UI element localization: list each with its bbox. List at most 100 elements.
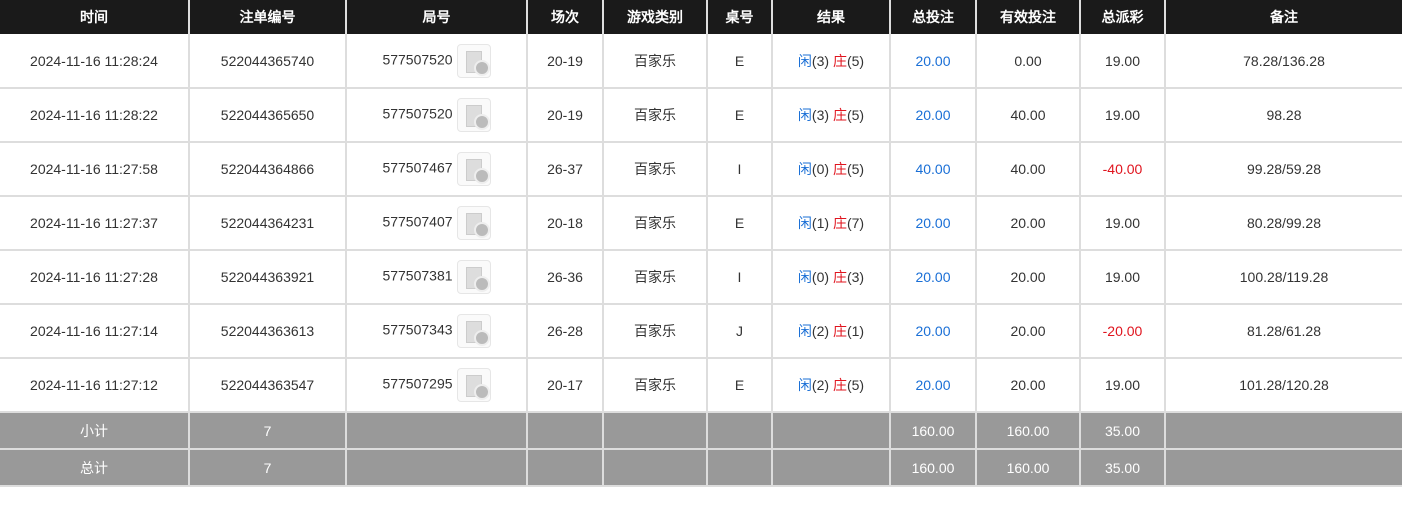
payout: 19.00: [1079, 34, 1165, 89]
round-cell: 577507343: [345, 304, 527, 359]
game-type: 百家乐: [602, 304, 707, 359]
player-label: 闲: [797, 107, 812, 123]
valid-bet: 40.00: [975, 142, 1080, 197]
bet-time: 2024-11-16 11:27:28: [0, 250, 189, 305]
column-header: 结果: [771, 0, 890, 34]
banker-label: 庄: [832, 215, 847, 231]
bet-id: 522044363921: [188, 250, 346, 305]
player-points: (0): [811, 161, 830, 177]
result: 闲(2) 庄(5): [771, 358, 890, 413]
result: 闲(3) 庄(5): [771, 34, 890, 89]
note: 81.28/61.28: [1164, 304, 1402, 359]
banker-label: 庄: [832, 269, 847, 285]
note: 78.28/136.28: [1164, 34, 1402, 89]
table-row: 2024-11-16 11:27:14 522044363613 5775073…: [0, 304, 1402, 359]
summary-row: 小计 7 160.00 160.00 35.00: [0, 412, 1402, 450]
video-replay-icon[interactable]: [456, 368, 491, 402]
player-label: 闲: [797, 269, 812, 285]
bet-time: 2024-11-16 11:28:24: [0, 34, 189, 89]
bet-time: 2024-11-16 11:27:14: [0, 304, 189, 359]
column-header: 注单编号: [188, 0, 346, 34]
bet-time: 2024-11-16 11:27:37: [0, 196, 189, 251]
game-type: 百家乐: [602, 88, 707, 143]
payout: -20.00: [1079, 304, 1165, 359]
round-cell: 577507407: [345, 196, 527, 251]
banker-label: 庄: [832, 107, 847, 123]
player-label: 闲: [797, 323, 812, 339]
note: 80.28/99.28: [1164, 196, 1402, 251]
table-row: 2024-11-16 11:27:58 522044364866 5775074…: [0, 142, 1402, 197]
summary-row: 总计 7 160.00 160.00 35.00: [0, 449, 1402, 487]
round-cell: 577507520: [345, 34, 527, 89]
summary-total-bet: 160.00: [889, 412, 976, 450]
video-replay-icon[interactable]: [456, 260, 491, 294]
game-type: 百家乐: [602, 196, 707, 251]
video-replay-icon[interactable]: [456, 43, 491, 78]
bet-id: 522044365650: [188, 88, 346, 143]
shoe: 20-17: [526, 358, 603, 413]
video-replay-icon[interactable]: [456, 98, 491, 132]
column-header: 时间: [0, 0, 189, 34]
player-points: (2): [811, 377, 830, 393]
payout: 19.00: [1079, 88, 1165, 143]
round-id: 577507343: [382, 321, 453, 338]
summary-total-bet: 160.00: [889, 449, 976, 487]
valid-bet: 40.00: [975, 88, 1080, 143]
table-id: E: [706, 358, 772, 413]
banker-points: (1): [846, 323, 865, 339]
player-points: (2): [811, 323, 830, 339]
valid-bet: 0.00: [975, 34, 1080, 89]
shoe: 20-18: [526, 196, 603, 251]
round-id: 577507295: [382, 375, 453, 392]
total-bet: 40.00: [889, 142, 976, 197]
banker-points: (5): [846, 161, 865, 177]
video-replay-icon[interactable]: [456, 152, 491, 186]
total-bet: 20.00: [889, 34, 976, 89]
payout: -40.00: [1079, 142, 1165, 197]
table-id: I: [706, 250, 772, 305]
table-row: 2024-11-16 11:28:24 522044365740 5775075…: [0, 34, 1402, 89]
total-bet: 20.00: [889, 88, 976, 143]
summary-valid-bet: 160.00: [975, 449, 1080, 487]
valid-bet: 20.00: [975, 250, 1080, 305]
column-header: 总派彩: [1079, 0, 1165, 34]
column-header: 场次: [526, 0, 603, 34]
summary-valid-bet: 160.00: [975, 412, 1080, 450]
column-header: 总投注: [889, 0, 976, 34]
table-header-row: 时间 注单编号 局号 场次 游戏类别 桌号 结果 总投注 有效投注 总派彩 备注: [0, 0, 1402, 34]
banker-points: (3): [846, 269, 865, 285]
column-header: 游戏类别: [602, 0, 707, 34]
shoe: 26-37: [526, 142, 603, 197]
bet-id: 522044363613: [188, 304, 346, 359]
payout: 19.00: [1079, 358, 1165, 413]
player-points: (1): [811, 215, 830, 231]
shoe: 26-36: [526, 250, 603, 305]
summary-count: 7: [188, 412, 346, 450]
bet-time: 2024-11-16 11:28:22: [0, 88, 189, 143]
video-replay-icon[interactable]: [456, 314, 491, 348]
player-points: (3): [811, 52, 830, 69]
banker-points: (5): [846, 377, 865, 393]
result: 闲(2) 庄(1): [771, 304, 890, 359]
table-id: E: [706, 88, 772, 143]
player-points: (3): [811, 107, 830, 123]
player-label: 闲: [797, 161, 812, 177]
round-id: 577507520: [382, 105, 453, 122]
total-bet: 20.00: [889, 358, 976, 413]
table-row: 2024-11-16 11:27:28 522044363921 5775073…: [0, 250, 1402, 305]
shoe: 26-28: [526, 304, 603, 359]
round-id: 577507467: [382, 159, 453, 176]
summary-payout: 35.00: [1079, 449, 1165, 487]
bet-time: 2024-11-16 11:27:12: [0, 358, 189, 413]
video-replay-icon[interactable]: [456, 206, 491, 240]
round-cell: 577507520: [345, 88, 527, 143]
round-id: 577507407: [382, 213, 453, 230]
table-id: E: [706, 196, 772, 251]
shoe: 20-19: [526, 88, 603, 143]
round-id: 577507381: [382, 267, 453, 284]
round-id: 577507520: [382, 51, 453, 68]
game-type: 百家乐: [602, 142, 707, 197]
summary-label: 小计: [0, 412, 189, 450]
table-id: I: [706, 142, 772, 197]
column-header: 局号: [345, 0, 527, 34]
